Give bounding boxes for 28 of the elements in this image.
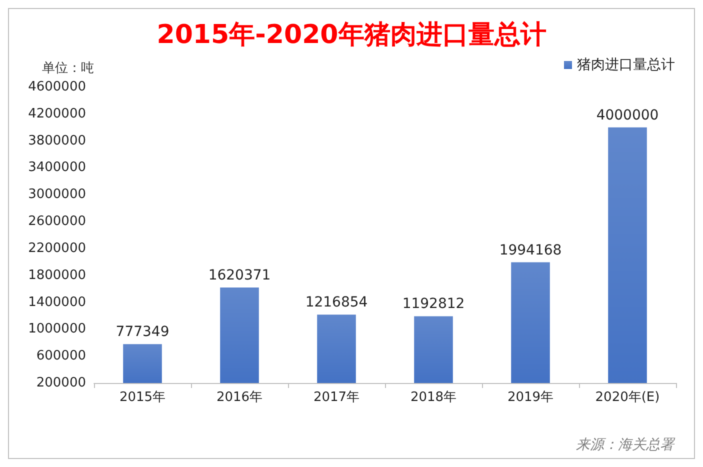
y-tick-label: 3400000 (28, 160, 86, 176)
y-tick-label: 1400000 (28, 294, 86, 310)
data-label: 1216854 (305, 294, 368, 311)
source-note: 来源：海关总署 (576, 437, 676, 453)
x-tick-label: 2019年 (507, 390, 554, 405)
data-label: 4000000 (596, 107, 659, 124)
y-tick-label: 200000 (36, 376, 86, 390)
y-tick-label: 4200000 (28, 106, 86, 122)
x-tick-label: 2018年 (410, 390, 457, 405)
y-tick-label: 3000000 (28, 187, 86, 202)
data-label: 1620371 (208, 267, 271, 284)
y-tick-label: 4600000 (28, 80, 86, 94)
x-tick-label: 2015年 (119, 390, 166, 405)
data-label: 1994168 (499, 242, 562, 258)
x-tick-label: 2017年 (313, 390, 360, 405)
y-tick-label: 3800000 (28, 133, 86, 148)
y-axis-title: 单位：吨 (42, 61, 94, 76)
x-tick-label: 2016年 (216, 390, 263, 405)
y-tick-label: 2600000 (28, 214, 86, 230)
y-tick-label: 1000000 (28, 322, 86, 337)
x-tick-label: 2020年(E) (595, 390, 660, 405)
legend-label: 猪肉进口量总计 (577, 57, 675, 73)
chart-title: 2015年-2020年猪肉进口量总计 (156, 20, 546, 50)
y-tick-label: 2200000 (28, 240, 86, 256)
y-tick-label: 600000 (36, 348, 86, 364)
data-label: 1192812 (402, 296, 465, 312)
data-label: 777349 (116, 324, 170, 340)
y-tick-label: 1800000 (28, 268, 86, 283)
